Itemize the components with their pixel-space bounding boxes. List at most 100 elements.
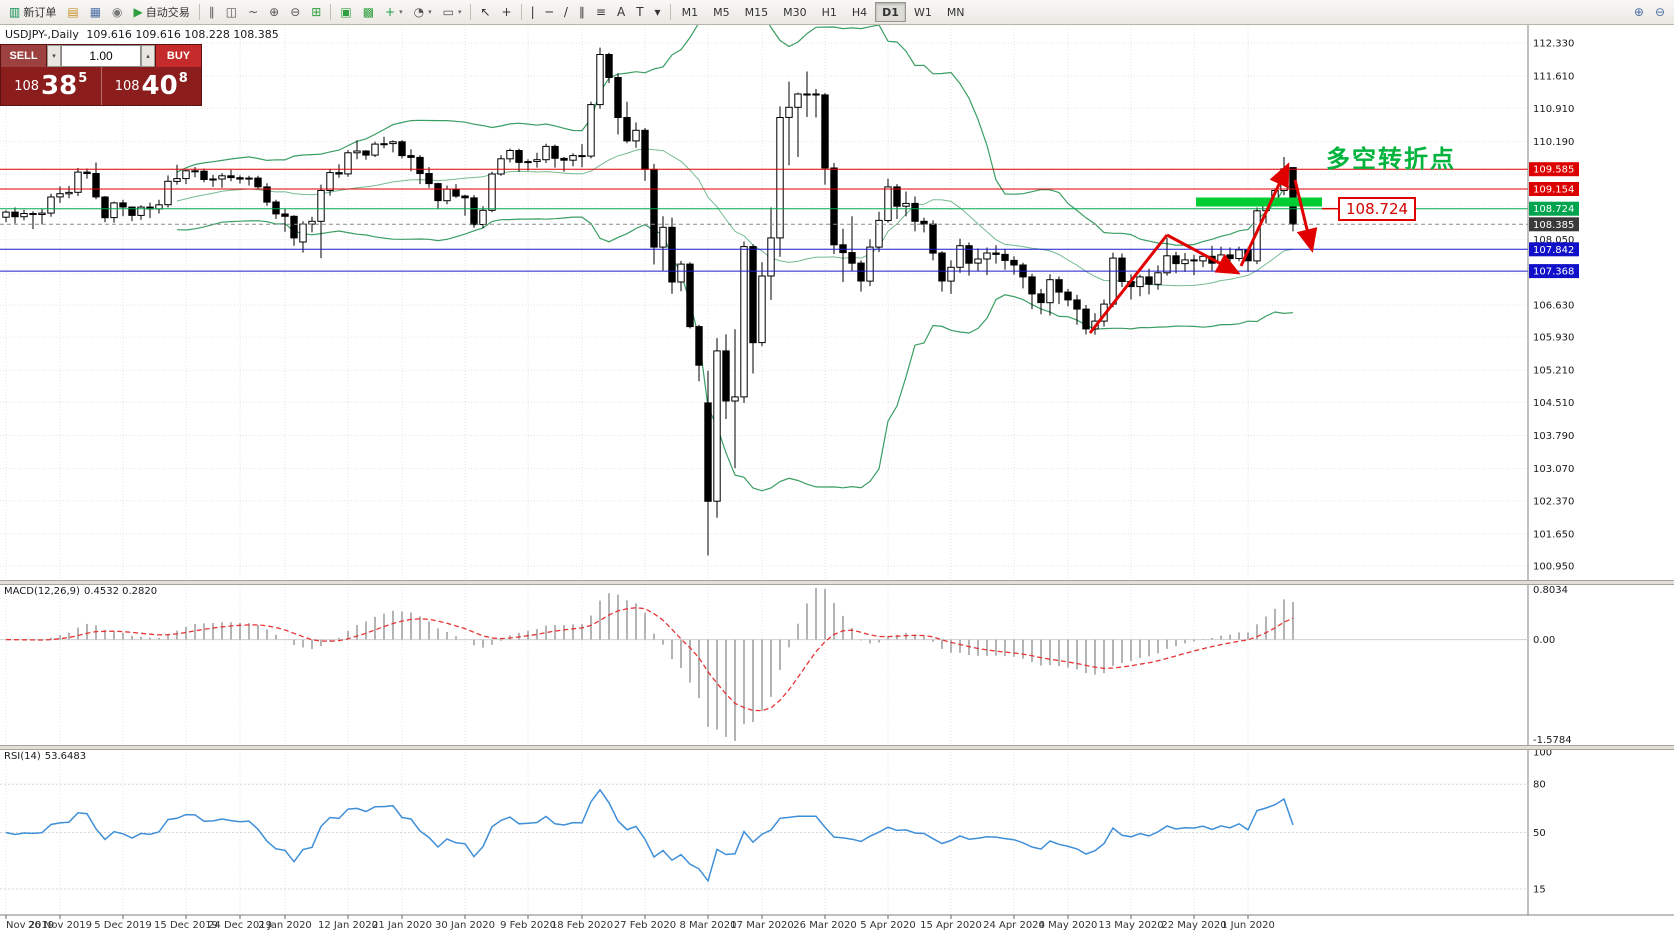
trendline-button[interactable]: / [559, 2, 573, 22]
svg-text:103.790: 103.790 [1533, 431, 1574, 442]
cursor-button[interactable]: ↖ [475, 2, 495, 22]
volume-up-button[interactable]: ▴ [141, 45, 155, 67]
zoom-in-button[interactable]: ⊕ [264, 2, 284, 22]
shapes-icon: ▾ [654, 5, 661, 19]
rsi-value: 53.6483 [44, 751, 87, 762]
timeframe-D1[interactable]: D1 [875, 2, 906, 22]
timeframe-H1[interactable]: H1 [815, 2, 844, 22]
time-axis-label: 21 Jan 2020 [372, 920, 432, 931]
crosshair-button[interactable]: + [497, 2, 517, 22]
chart-zoom-in-button[interactable]: ⊕ [1629, 2, 1649, 22]
periods-button[interactable]: ◔ ▾ [409, 2, 437, 22]
toolbar: ▥ 新订单 ▤ ▦ ◉ ▶ 自动交易 ∥ ◫ ~ ⊕ ⊖ ⊞ ▣ ▩ + ▾ ◔ ▾ ▭ ▾ ↖ + | ─ / ∥ ≡ A T ▾ M1 M5… [0, 0, 1674, 25]
time-axis-label: 26 Mar 2020 [793, 920, 856, 931]
crosshair-icon: + [501, 5, 512, 19]
svg-text:109.585: 109.585 [1533, 165, 1574, 176]
chart-zoom-out-icon: ⊖ [1654, 5, 1665, 19]
bar-chart-button[interactable]: ∥ [204, 2, 220, 22]
price-tag-108.385 [1529, 217, 1579, 232]
tile-windows-button[interactable]: ▣ [335, 2, 356, 22]
templates-button[interactable]: ▭ ▾ [438, 2, 467, 22]
svg-text:0.00: 0.00 [1533, 635, 1555, 646]
horizontal-line-button[interactable]: ─ [541, 2, 558, 22]
timeframe-M1[interactable]: M1 [675, 2, 706, 22]
sell-price-display[interactable]: 108 38 5 [1, 67, 102, 105]
trend-arrow-4[interactable] [1293, 179, 1318, 253]
profiles-button[interactable]: ▤ [62, 2, 83, 22]
grid-icon: ⊞ [311, 5, 322, 19]
svg-text:80: 80 [1533, 780, 1546, 791]
fibonacci-button[interactable]: ≡ [591, 2, 611, 22]
sell-button[interactable]: SELL [1, 45, 47, 67]
turning-point-annotation[interactable]: 多空转折点 [1326, 145, 1456, 173]
timeframe-MN[interactable]: MN [940, 2, 972, 22]
price-tag-109.585 [1529, 162, 1579, 177]
new-order-label: 新订单 [23, 6, 57, 19]
alerts-button[interactable]: ◉ [107, 2, 127, 22]
svg-text:108.724: 108.724 [1533, 204, 1574, 215]
symbol-period-label: USDJPY-,Daily [5, 28, 79, 41]
svg-text:101.650: 101.650 [1533, 529, 1574, 540]
volume-down-button[interactable]: ▾ [47, 45, 61, 67]
trend-arrow-1[interactable] [1088, 234, 1169, 334]
timeframe-M30[interactable]: M30 [776, 2, 814, 22]
equidistant-channel-button[interactable]: ∥ [574, 2, 590, 22]
add-indicator-icon: + [385, 5, 396, 19]
macd-values: 0.4532 0.2820 [83, 586, 158, 597]
macd-name: MACD(12,26,9) [4, 586, 80, 597]
chart-zoom-out-button[interactable]: ⊖ [1650, 2, 1670, 22]
auto-trading-button[interactable]: ▶ 自动交易 [129, 2, 195, 22]
vertical-line-button[interactable]: | [526, 2, 540, 22]
text-button[interactable]: A [612, 2, 630, 22]
timeframe-M15[interactable]: M15 [738, 2, 776, 22]
time-axis-label: 15 Apr 2020 [920, 920, 982, 931]
time-axis-label: 5 Apr 2020 [860, 920, 915, 931]
support-highlight-bar[interactable] [1196, 197, 1322, 207]
timeframe-H4[interactable]: H4 [845, 2, 874, 22]
timeframe-M5[interactable]: M5 [706, 2, 737, 22]
new-order-button[interactable]: ▥ 新订单 [4, 2, 61, 22]
panel-separator-macd[interactable] [0, 580, 1674, 585]
time-axis-label: 2 Jan 2020 [258, 920, 312, 931]
charts-window-button[interactable]: ▦ [85, 2, 106, 22]
time-axis-label: 22 May 2020 [1161, 920, 1226, 931]
add-indicator-button[interactable]: + ▾ [380, 2, 408, 22]
price-tag-107.368 [1529, 264, 1579, 279]
timeframe-W1[interactable]: W1 [907, 2, 939, 22]
chevron-down-icon: ▾ [399, 8, 403, 16]
candlestick-chart-icon: ◫ [225, 5, 238, 19]
line-chart-button[interactable]: ~ [243, 2, 263, 22]
text-label-button[interactable]: T [631, 2, 648, 22]
auto-trading-icon: ▶ [133, 5, 143, 19]
candlestick-chart-button[interactable]: ◫ [221, 2, 242, 22]
panel-separator-rsi[interactable] [0, 745, 1674, 750]
macd-signal-line [5, 607, 1294, 712]
auto-arrange-button[interactable]: ▩ [358, 2, 379, 22]
buy-button[interactable]: BUY [155, 45, 201, 67]
time-axis-label: 15 Dec 2019 [154, 920, 218, 931]
price-level-callout[interactable]: 108.724 [1338, 197, 1417, 221]
zoom-out-button[interactable]: ⊖ [285, 2, 305, 22]
buy-price-display[interactable]: 108 40 8 [102, 67, 202, 105]
bar-chart-icon: ∥ [208, 5, 215, 19]
toolbar-separator [470, 4, 472, 20]
volume-input[interactable] [61, 45, 141, 67]
grid-button[interactable]: ⊞ [306, 2, 326, 22]
price-axis: 112.330 111.610 110.910 110.190 108.050 106.6… [1527, 24, 1579, 915]
svg-text:106.630: 106.630 [1533, 301, 1574, 312]
price-tag-108.724 [1529, 201, 1579, 216]
svg-text:-1.5784: -1.5784 [1533, 735, 1572, 746]
horizontal-line-icon: ─ [545, 5, 553, 19]
text-label-icon: T [636, 5, 644, 19]
price-tag-107.842 [1529, 242, 1579, 257]
svg-text:15: 15 [1533, 884, 1546, 895]
bollinger-lower-band [176, 216, 1294, 492]
macd-histogram [14, 588, 1294, 741]
shapes-button[interactable]: ▾ [650, 2, 666, 22]
trend-arrow-3[interactable] [1239, 162, 1290, 267]
rsi-line [5, 788, 1294, 883]
trend-arrow-2[interactable] [1166, 233, 1241, 275]
time-axis-label: 12 Jan 2020 [318, 920, 378, 931]
